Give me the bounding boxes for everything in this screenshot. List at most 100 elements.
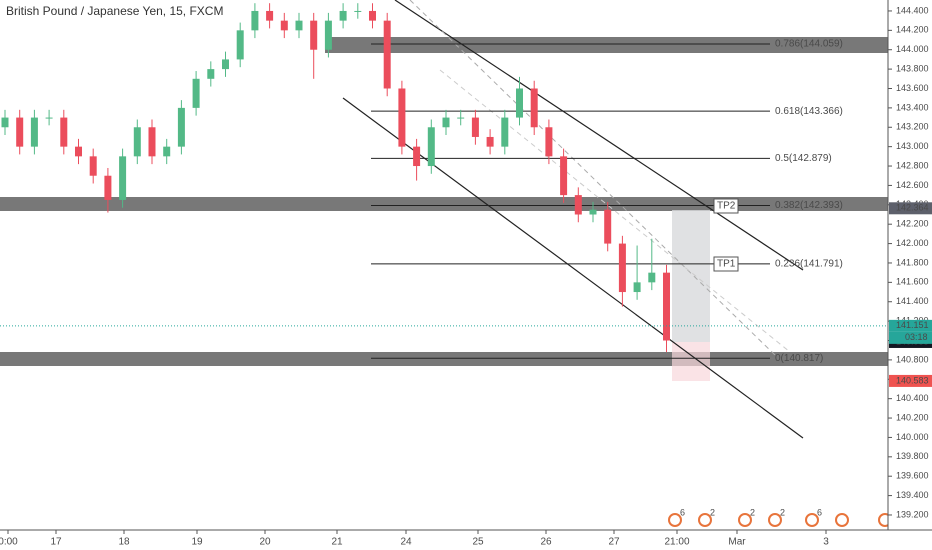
- trend-line: [439, 69, 791, 353]
- x-tick-label: 0:00: [0, 537, 18, 548]
- candle-body: [545, 127, 553, 157]
- candle-body: [486, 136, 494, 147]
- candle-body: [119, 156, 127, 200]
- candle-body: [516, 88, 523, 118]
- fib-label: 0(140.817): [775, 353, 823, 364]
- candle-body: [383, 20, 391, 89]
- axes: 144.400 144.200 144.000 143.800 143.600 143.4…: [0, 5, 932, 548]
- channel-line: [394, 0, 804, 271]
- candle-body: [163, 146, 171, 157]
- candle-body: [442, 117, 450, 128]
- fib-label: 0.5(142.879): [775, 153, 832, 164]
- candle-body: [339, 10, 347, 21]
- y-tick-label: 144.000: [896, 44, 929, 54]
- event-count: 2: [750, 507, 755, 517]
- candle-body: [192, 78, 200, 108]
- y-tick-label: 144.200: [896, 25, 929, 35]
- candle-body: [369, 10, 376, 21]
- candle-body: [133, 127, 141, 157]
- y-tick-label: 140.000: [896, 432, 929, 442]
- price-tag: [889, 374, 932, 387]
- candle-body: [501, 117, 509, 147]
- x-tick-label: 18: [118, 537, 130, 548]
- price-tag: [889, 319, 932, 332]
- x-tick-label: 3: [823, 537, 829, 548]
- candle-body: [398, 88, 406, 147]
- y-tick-label: 141.400: [896, 296, 929, 306]
- event-icon: [738, 513, 752, 527]
- candle-body: [177, 107, 185, 147]
- candle-body: [30, 117, 38, 147]
- candle-body: [89, 156, 97, 176]
- candle-body: [1, 117, 9, 128]
- price-axis: [888, 0, 932, 550]
- zone: [0, 352, 888, 366]
- y-tick-label: 142.200: [896, 219, 929, 229]
- candle-body: [295, 20, 303, 31]
- candle-body: [354, 10, 362, 12]
- candle-body: [530, 88, 538, 128]
- event-count: 2: [780, 507, 785, 517]
- y-tick-label: 140.400: [896, 393, 929, 403]
- candle-body: [207, 69, 215, 79]
- y-tick-label: 143.400: [896, 102, 929, 112]
- candle-body: [618, 243, 626, 293]
- candle-body: [324, 20, 332, 50]
- candle-body: [427, 127, 435, 167]
- y-tick-label: 141.600: [896, 277, 929, 287]
- y-tick-label: 144.400: [896, 5, 929, 15]
- y-tick-label: 139.600: [896, 471, 929, 481]
- y-tick-label: 140.200: [896, 412, 929, 422]
- price-tag-label: 142.364: [896, 203, 929, 213]
- target-box: [672, 210, 710, 342]
- x-tick-label: 17: [50, 537, 62, 548]
- candle-body: [60, 117, 68, 147]
- annotation: TP2: [717, 201, 736, 212]
- countdown: 03:18: [905, 332, 928, 342]
- y-tick-label: 142.000: [896, 238, 929, 248]
- candle-body: [251, 10, 259, 31]
- candle-body: [236, 30, 244, 60]
- event-count: 6: [817, 507, 822, 517]
- y-tick-label: 141.800: [896, 257, 929, 267]
- candle-body: [280, 20, 288, 31]
- y-tick-label: 142.600: [896, 180, 929, 190]
- fib-label: 0.382(142.393): [775, 200, 843, 211]
- candle-body: [471, 117, 479, 137]
- x-tick-label: 21: [331, 537, 343, 548]
- zone: [325, 37, 888, 53]
- candle-body: [266, 10, 274, 21]
- annotation-box: [713, 198, 739, 214]
- fib-label: 0.236(141.791): [775, 258, 843, 269]
- candle-body: [148, 127, 156, 157]
- x-tick-label: Mar: [728, 537, 746, 548]
- event-count: 6: [680, 507, 685, 517]
- x-tick-label: 19: [191, 537, 203, 548]
- x-tick-label: 20: [259, 537, 271, 548]
- event-icon: [805, 513, 819, 527]
- candle-body: [16, 117, 24, 147]
- fib-label: 0.786(144.059): [775, 39, 843, 50]
- event-icon: [698, 513, 712, 527]
- x-tick-label: 27: [608, 537, 620, 548]
- candle-body: [310, 20, 318, 50]
- y-tick-label: 139.400: [896, 490, 929, 500]
- candle-body: [457, 117, 465, 119]
- candle-body: [604, 209, 612, 244]
- event-icon: [835, 513, 849, 527]
- event-count: 2: [710, 507, 715, 517]
- x-tick-label: 25: [472, 537, 484, 548]
- chart-title: British Pound / Japanese Yen, 15, FXCM: [6, 4, 223, 18]
- candle-body: [560, 156, 568, 196]
- y-tick-label: 140.800: [896, 354, 929, 364]
- y-tick-label: 139.800: [896, 451, 929, 461]
- countdown-box: [889, 331, 932, 344]
- candle-body: [104, 175, 112, 200]
- y-tick-label: 143.200: [896, 122, 929, 132]
- annotation-box: [713, 256, 739, 272]
- price-tag: [889, 202, 932, 215]
- candle-body: [75, 146, 82, 157]
- x-tick-label: 21:00: [664, 537, 689, 548]
